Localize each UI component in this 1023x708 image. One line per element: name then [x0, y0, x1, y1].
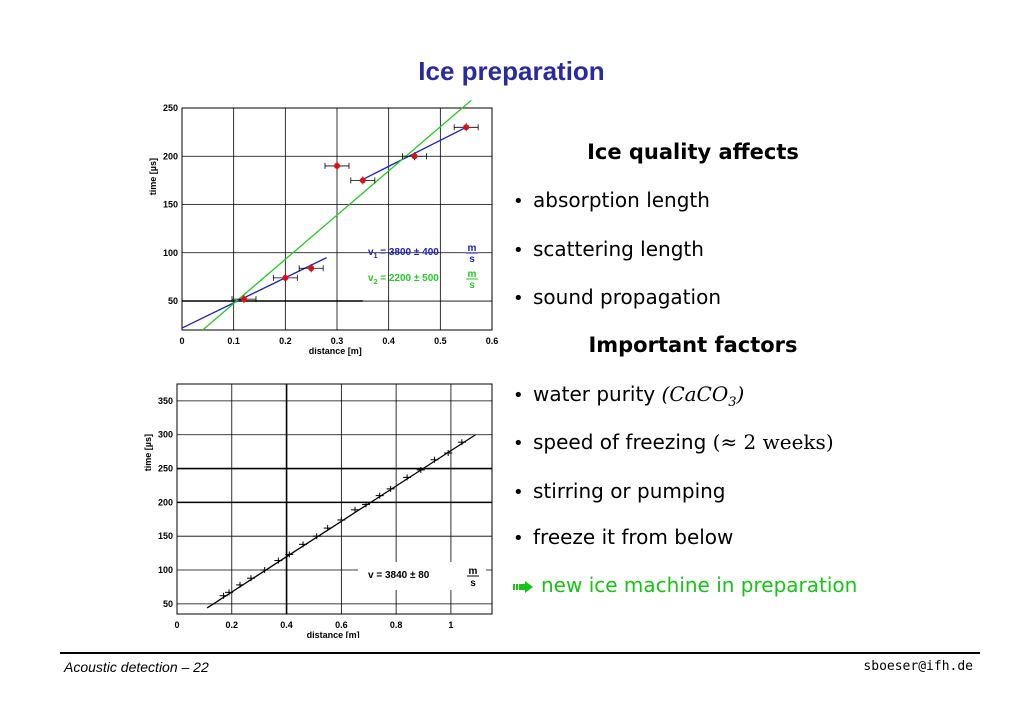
- data-point: [411, 153, 418, 160]
- unit-den: s: [469, 254, 475, 265]
- y-tick-label: 250: [163, 103, 178, 113]
- x-axis-label: distance [m]: [309, 346, 362, 356]
- y-axis-label: time [µs]: [148, 158, 158, 195]
- bullet-scattering: • scattering length: [513, 237, 704, 261]
- heading-ice-quality: Ice quality affects: [587, 140, 799, 164]
- fit-label-v2: v2 = 2200 ± 500: [368, 273, 439, 286]
- unit-num: m: [468, 269, 477, 280]
- heading-important-factors: Important factors: [588, 333, 798, 357]
- bullet-icon: •: [513, 433, 524, 454]
- data-point: [359, 177, 366, 184]
- bullet-icon: •: [513, 288, 524, 309]
- x-tick-label: 0.6: [335, 620, 348, 630]
- y-tick-label: 150: [158, 531, 173, 541]
- green-arrow-icon: [513, 580, 533, 593]
- bullet-stirring: • stirring or pumping: [513, 479, 726, 503]
- bottom-chart: 0 0.2 0.4 0.6 0.8 150100150200250300350distan…: [143, 383, 493, 638]
- x-tick-label: 0.4: [280, 620, 293, 630]
- annotation-box: [358, 562, 486, 590]
- y-tick-label: 100: [163, 248, 178, 258]
- fit-annotation: v = 3840 ± 80: [368, 570, 430, 581]
- x-tick-label: 0.6: [486, 336, 499, 346]
- x-tick-label: 0.2: [226, 620, 239, 630]
- y-tick-label: 150: [163, 200, 178, 210]
- x-tick-label: 0: [179, 336, 184, 346]
- fit-line-v1: [181, 257, 327, 329]
- y-tick-label: 200: [158, 497, 173, 507]
- fit-line-v2: [202, 100, 472, 331]
- y-tick-label: 50: [163, 599, 173, 609]
- data-point: [308, 265, 315, 272]
- slide-title: Ice preparation: [418, 56, 605, 86]
- bullet-sound: • sound propagation: [513, 285, 721, 309]
- bullet-water-purity: • water purity (CaCO3): [513, 382, 745, 410]
- data-point: [282, 274, 289, 281]
- footer-talk-title: Acoustic detection – 22: [64, 659, 209, 675]
- y-tick-label: 250: [158, 464, 173, 474]
- data-point: [463, 124, 470, 131]
- y-tick-label: 300: [158, 430, 173, 440]
- bullet-icon: •: [513, 385, 524, 406]
- x-tick-label: 0.1: [227, 336, 240, 346]
- bullet-icon: •: [513, 240, 524, 261]
- y-tick-label: 50: [168, 296, 178, 306]
- bullet-icon: •: [513, 482, 524, 503]
- unit-num: m: [469, 566, 478, 577]
- formula-caco3: (CaCO3): [661, 382, 745, 410]
- x-tick-label: 0.2: [279, 336, 292, 346]
- x-tick-label: 0.8: [390, 620, 403, 630]
- bullet-freeze-below: • freeze it from below: [513, 525, 734, 549]
- y-tick-label: 350: [158, 396, 173, 406]
- unit-den: s: [469, 280, 475, 291]
- y-tick-label: 100: [158, 565, 173, 575]
- bullet-icon: •: [513, 528, 524, 549]
- x-tick-label: 0.5: [434, 336, 447, 346]
- y-axis-label: time [µs]: [143, 434, 153, 471]
- x-tick-label: 0.4: [382, 336, 395, 346]
- unit-num: m: [468, 243, 477, 254]
- x-tick-label: 0: [174, 620, 179, 630]
- bullet-new-machine: new ice machine in preparation: [513, 573, 857, 597]
- y-tick-label: 200: [163, 151, 178, 161]
- x-axis-label: distance [m]: [307, 630, 360, 638]
- footer-email: sboeser@ifh.de: [863, 659, 973, 674]
- footer-rule: [60, 652, 980, 654]
- bullet-icon: •: [513, 191, 524, 212]
- bullet-speed-freezing: • speed of freezing (≈ 2 weeks): [513, 430, 834, 454]
- top-chart: 0 0.1 0.2 0.3 0.4 0.5 0.6 50 100 150 200 250 distanc…: [148, 100, 499, 356]
- data-point: [334, 162, 340, 169]
- data-point: [241, 296, 247, 303]
- x-tick-label: 1: [448, 620, 453, 630]
- bullet-absorption: • absorption length: [513, 188, 710, 212]
- fit-label-v1: v1 = 3800 ± 400: [368, 247, 439, 260]
- x-tick-label: 0.3: [331, 336, 344, 346]
- unit-den: s: [470, 578, 476, 589]
